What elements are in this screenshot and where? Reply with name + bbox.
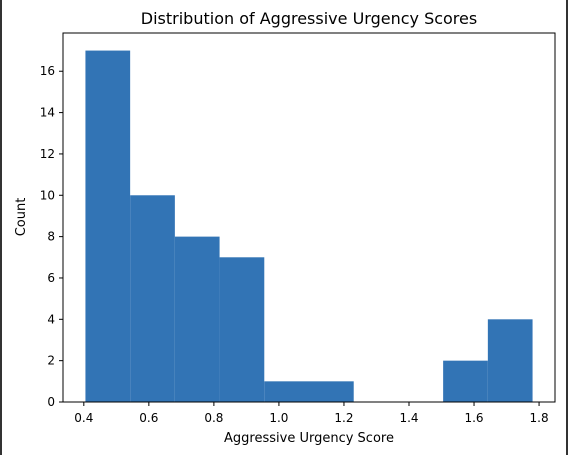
y-tick-label: 6 bbox=[47, 271, 55, 285]
y-tick-label: 16 bbox=[40, 64, 55, 78]
x-tick-label: 1.0 bbox=[269, 411, 288, 425]
x-tick-label: 0.6 bbox=[139, 411, 158, 425]
x-tick-label: 1.4 bbox=[399, 411, 418, 425]
y-tick-label: 4 bbox=[47, 312, 55, 326]
x-tick-label: 0.4 bbox=[74, 411, 93, 425]
x-axis-label: Aggressive Urgency Score bbox=[224, 431, 394, 446]
histogram-bar bbox=[174, 236, 220, 402]
y-tick-label: 8 bbox=[47, 230, 55, 244]
x-axis: 0.4 0.6 0.8 1.0 1.2 1.4 1.6 1.8 bbox=[74, 402, 549, 425]
y-tick-label: 0 bbox=[47, 395, 55, 409]
y-tick-label: 2 bbox=[47, 354, 55, 368]
histogram-bar bbox=[487, 319, 533, 402]
histogram-chart: Distribution of Aggressive Urgency Score… bbox=[14, 9, 556, 446]
y-axis: 0 2 4 6 8 10 12 14 16 bbox=[40, 64, 63, 409]
y-tick-label: 10 bbox=[40, 188, 55, 202]
y-tick-label: 12 bbox=[40, 147, 55, 161]
histogram-bar bbox=[219, 257, 265, 402]
histogram-bar bbox=[443, 360, 488, 402]
histogram-bar bbox=[309, 381, 354, 402]
x-tick-label: 1.6 bbox=[464, 411, 483, 425]
histogram-bar bbox=[264, 381, 309, 402]
bars-layer bbox=[85, 50, 533, 402]
y-axis-label: Count bbox=[14, 198, 29, 237]
plot-area-frame bbox=[62, 32, 556, 403]
x-tick-label: 0.8 bbox=[204, 411, 223, 425]
histogram-bar bbox=[130, 195, 175, 402]
histogram-bar bbox=[85, 50, 131, 402]
chart-title: Distribution of Aggressive Urgency Score… bbox=[141, 9, 477, 28]
y-tick-label: 14 bbox=[40, 106, 55, 120]
x-tick-label: 1.8 bbox=[530, 411, 549, 425]
x-tick-label: 1.2 bbox=[334, 411, 353, 425]
